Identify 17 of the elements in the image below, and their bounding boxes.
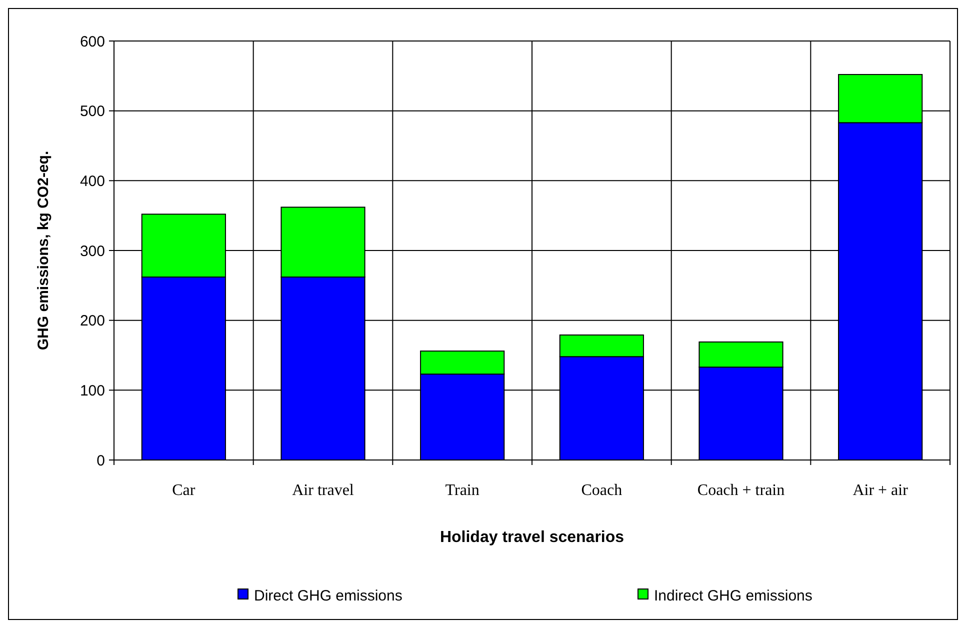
- x-tick-label: Coach: [581, 482, 622, 499]
- y-tick-label: 100: [80, 382, 105, 400]
- y-tick-label: 600: [80, 33, 105, 50]
- legend-label: Indirect GHG emissions: [654, 587, 812, 604]
- y-tick-label: 500: [80, 103, 105, 120]
- y-tick-label: 200: [80, 312, 105, 330]
- y-axis-title: GHG emissions, kg CO2-eq.: [35, 150, 52, 350]
- y-tick-label: 300: [80, 242, 105, 260]
- x-axis-title: Holiday travel scenarios: [440, 529, 624, 546]
- x-tick-label: Coach + train: [697, 482, 785, 499]
- x-tick-label: Car: [172, 482, 196, 499]
- y-tick-label: 0: [96, 452, 105, 470]
- y-tick-label: 400: [80, 172, 105, 190]
- legend-label: Direct GHG emissions: [254, 587, 402, 604]
- x-tick-label: Air + air: [852, 482, 909, 499]
- x-tick-label: Air travel: [292, 482, 354, 499]
- x-tick-label: Train: [445, 482, 480, 499]
